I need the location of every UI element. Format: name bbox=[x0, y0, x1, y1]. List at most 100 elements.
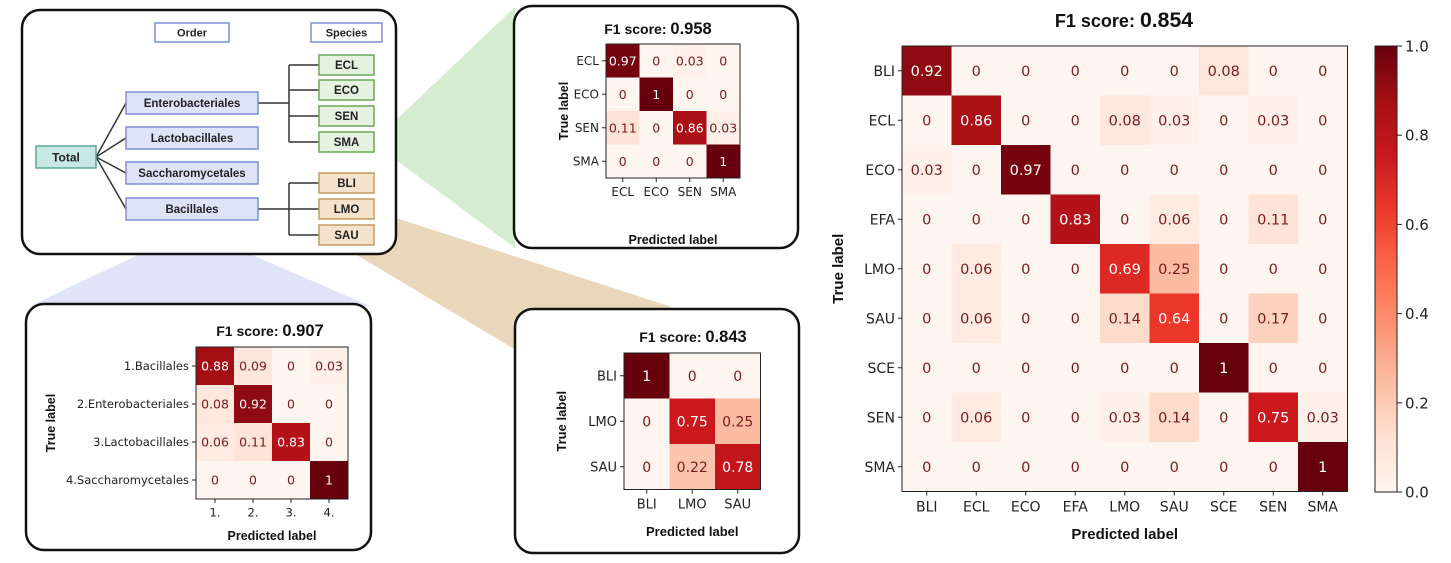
matrix-cell-label: 0 bbox=[1071, 163, 1080, 179]
y-tick-label: SEN bbox=[575, 121, 599, 135]
matrix-cell bbox=[1050, 244, 1101, 294]
matrix-cell-label: 0.25 bbox=[1158, 262, 1190, 278]
matrix-cell-label: 0.06 bbox=[1158, 212, 1190, 228]
matrix-cell bbox=[1001, 194, 1051, 245]
y-tick-label: SCE bbox=[867, 361, 895, 377]
y-axis-label: True label bbox=[554, 391, 569, 452]
matrix-cell bbox=[902, 392, 952, 443]
matrix-cell-label: 0 bbox=[1170, 163, 1179, 179]
matrix-cell-label: 0 bbox=[1071, 410, 1080, 426]
x-tick-label: LMO bbox=[678, 498, 707, 513]
matrix-cell-label: 0 bbox=[1021, 460, 1030, 476]
tree-species-sma bbox=[318, 131, 375, 153]
tree-order-4-label: Bacillales bbox=[165, 204, 218, 216]
matrix-cell bbox=[1298, 293, 1348, 344]
matrix-cell bbox=[1248, 244, 1299, 294]
matrix-cell-label: 0 bbox=[686, 154, 694, 169]
matrix-cell bbox=[310, 461, 349, 500]
matrix-cell bbox=[706, 77, 741, 112]
matrix-cell-label: 0.06 bbox=[960, 311, 992, 327]
colorbar: 0.0 0.2 0.4 0.6 0.8 1.0 bbox=[1374, 38, 1429, 502]
matrix-cell-label: 0.09 bbox=[239, 359, 267, 374]
matrix-cell-label: 0.11 bbox=[609, 120, 637, 135]
y-tick-label: EFA bbox=[870, 212, 896, 228]
confusion-matrix-all-species: F1 score: 0.854 0.92 0 0 0 0 0 0.08 0 0 0 0.86 0 0 0.0… bbox=[830, 8, 1348, 543]
matrix-cell-label: 0 bbox=[1120, 361, 1129, 377]
y-tick-label: SAU bbox=[866, 311, 895, 327]
x-tick-label: ECL bbox=[963, 500, 990, 516]
y-tick-label: SMA bbox=[573, 155, 600, 169]
x-tick-label: SEN bbox=[1259, 500, 1287, 516]
matrix-cell-label: 0 bbox=[1219, 163, 1228, 179]
matrix-title: F1 score: 0.843 bbox=[639, 327, 746, 346]
matrix-cell bbox=[196, 347, 235, 386]
matrix-cell-label: 0 bbox=[922, 212, 931, 228]
matrix-cell bbox=[1298, 244, 1348, 294]
matrix-cell-label: 0 bbox=[1219, 262, 1228, 278]
matrix-title: F1 score: 0.907 bbox=[216, 321, 323, 340]
tree-species-eco-label: ECO bbox=[334, 85, 359, 97]
matrix-cell bbox=[669, 353, 716, 399]
matrix-cell-label: 0.75 bbox=[1257, 410, 1289, 426]
matrix-cell-label: 0.14 bbox=[1109, 311, 1141, 327]
matrix-cell-label: 0.03 bbox=[709, 120, 737, 135]
colorbar-tick-label: 0.0 bbox=[1405, 484, 1429, 502]
matrix-cell bbox=[1248, 293, 1299, 344]
tree-species-eco bbox=[318, 79, 375, 101]
matrix-cell bbox=[1050, 293, 1101, 344]
matrix-cell-label: 0 bbox=[1318, 212, 1327, 228]
matrix-cell-label: 0.08 bbox=[201, 397, 229, 412]
matrix-cell bbox=[673, 77, 707, 112]
colorbar-tick-label: 1.0 bbox=[1405, 38, 1429, 56]
matrix-cell bbox=[902, 293, 952, 344]
matrix-cell bbox=[1199, 392, 1249, 443]
matrix-cell bbox=[1100, 442, 1150, 492]
x-tick-label: LMO bbox=[1109, 500, 1140, 516]
tree-root-total bbox=[35, 145, 97, 169]
x-tick-label: ECO bbox=[644, 185, 669, 199]
tree-order-3-label: Saccharomycetales bbox=[138, 168, 245, 180]
y-tick-label: SMA bbox=[864, 460, 895, 476]
matrix-cell-label: 1 bbox=[1219, 361, 1228, 377]
matrix-cell bbox=[1149, 293, 1200, 344]
matrix-cell bbox=[606, 77, 640, 112]
matrix-cell-label: 0 bbox=[642, 414, 651, 430]
matrix-cell bbox=[902, 194, 952, 245]
matrix-cell bbox=[951, 293, 1002, 344]
matrix-cell bbox=[715, 353, 761, 399]
matrix-cell bbox=[1149, 46, 1200, 96]
matrix-cell-label: 0 bbox=[972, 163, 981, 179]
x-tick-label: 3. bbox=[286, 506, 297, 520]
matrix-cell bbox=[1298, 392, 1348, 443]
matrix-cell-label: 0.03 bbox=[676, 53, 704, 68]
matrix-cell-label: 0.22 bbox=[677, 460, 708, 476]
y-axis-label: True label bbox=[830, 234, 847, 304]
tree-species-bli-label: BLI bbox=[337, 178, 356, 190]
matrix-cell-label: 0 bbox=[972, 64, 981, 80]
matrix-cell bbox=[1199, 145, 1249, 195]
tree-order-2 bbox=[125, 126, 259, 150]
matrix-cell bbox=[1199, 343, 1249, 393]
matrix-cell bbox=[1248, 194, 1299, 245]
matrix-cell bbox=[1199, 194, 1249, 245]
matrix-cell-label: 0 bbox=[1219, 311, 1228, 327]
matrix-cell bbox=[1248, 343, 1299, 393]
tree-species-sen-label: SEN bbox=[335, 111, 359, 123]
matrix-cell-label: 0 bbox=[1269, 163, 1278, 179]
matrix-cell bbox=[902, 244, 952, 294]
matrix-cell-label: 0.83 bbox=[1059, 212, 1091, 228]
order-header bbox=[154, 22, 230, 43]
matrix-cell-label: 0 bbox=[686, 87, 694, 102]
matrix-cell bbox=[1100, 145, 1150, 195]
matrix-cell-label: 0 bbox=[922, 113, 931, 129]
matrix-cell-label: 0.86 bbox=[676, 120, 704, 135]
matrix-cell bbox=[1149, 145, 1200, 195]
tree-order-2-label: Lactobacillales bbox=[151, 133, 233, 145]
matrix-cell-label: 0 bbox=[972, 361, 981, 377]
matrix-cell bbox=[606, 144, 640, 179]
matrix-cell-label: 0 bbox=[719, 87, 727, 102]
colorbar-tick-label: 0.6 bbox=[1405, 216, 1429, 234]
matrix-title-prefix: F1 score: bbox=[639, 329, 705, 345]
y-tick-label: ECL bbox=[869, 113, 896, 129]
matrix-cell bbox=[951, 95, 1002, 146]
